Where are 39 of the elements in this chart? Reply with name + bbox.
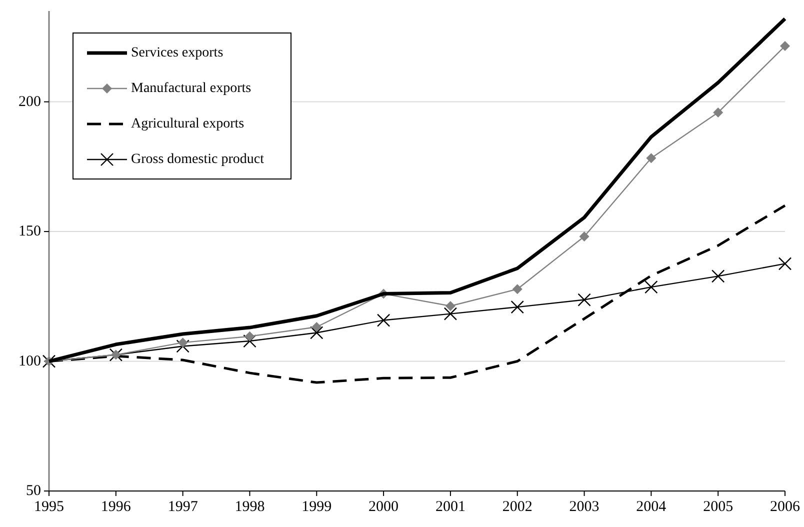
point	[778, 257, 792, 270]
point	[711, 270, 725, 283]
x-tick-label: 2004	[636, 499, 667, 515]
point	[310, 326, 324, 340]
point	[444, 307, 458, 320]
legend-label: Gross domestic product	[131, 152, 264, 167]
x-tick-label: 1998	[234, 499, 265, 515]
point	[512, 284, 522, 294]
point	[244, 331, 255, 342]
point	[445, 301, 456, 312]
x-tick-label: 2006	[770, 499, 800, 515]
legend-label: Manufactural exports	[131, 81, 252, 96]
point	[780, 41, 790, 52]
point	[312, 322, 322, 332]
legend-label: Agricultural exports	[131, 116, 244, 132]
point	[579, 231, 590, 242]
point	[510, 300, 524, 314]
y-tick-label: 150	[18, 224, 41, 240]
y-tick-label: 50	[26, 483, 41, 499]
x-tick-label: 2001	[435, 499, 466, 515]
x-tick-label: 2002	[502, 499, 532, 515]
y-tick-label: 200	[18, 94, 41, 110]
point	[376, 314, 390, 327]
legend-label: Services exports	[131, 46, 224, 60]
x-tick-label: 1995	[34, 499, 64, 515]
point	[578, 293, 591, 306]
y-tick-label: 100	[18, 353, 41, 370]
point	[243, 334, 256, 348]
x-tick-label: 2000	[368, 499, 399, 515]
x-tick-label: 2005	[703, 499, 734, 515]
x-tick-label: 2003	[569, 499, 600, 515]
x-tick-label: 1996	[100, 499, 132, 515]
x-tick-label: 1997	[168, 499, 198, 515]
point	[646, 153, 656, 164]
point	[176, 340, 190, 353]
x-tick-label: 1999	[302, 499, 332, 515]
point	[713, 107, 724, 118]
point	[178, 338, 188, 348]
point	[644, 280, 658, 294]
